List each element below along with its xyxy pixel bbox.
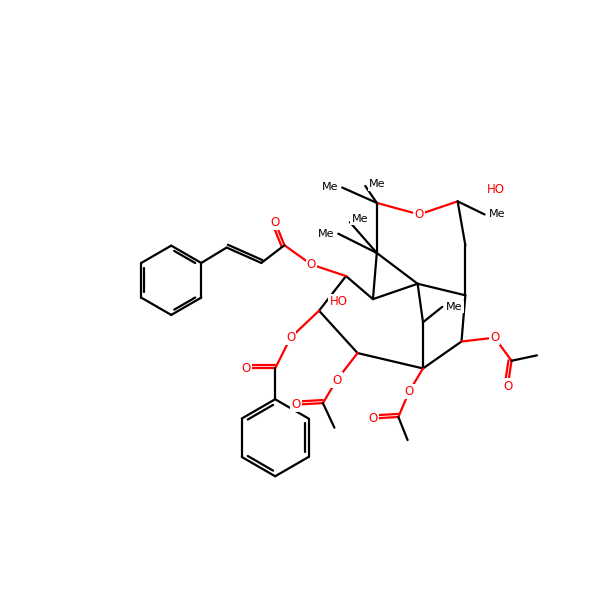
Text: O: O <box>332 373 341 386</box>
Text: Me: Me <box>352 214 368 224</box>
Text: O: O <box>503 380 512 392</box>
Text: O: O <box>490 331 499 344</box>
Text: O: O <box>241 362 251 375</box>
Text: Me: Me <box>318 229 334 239</box>
Text: O: O <box>292 398 301 411</box>
Text: Me: Me <box>322 182 338 193</box>
Text: O: O <box>286 331 295 344</box>
Text: Me: Me <box>369 179 386 190</box>
Text: O: O <box>368 412 377 425</box>
Text: O: O <box>415 208 424 221</box>
Text: O: O <box>404 385 414 398</box>
Text: O: O <box>271 215 280 229</box>
Text: HO: HO <box>487 182 505 196</box>
Text: Me: Me <box>488 209 505 220</box>
Text: HO: HO <box>329 295 347 308</box>
Text: O: O <box>307 258 316 271</box>
Text: Me: Me <box>446 302 463 312</box>
